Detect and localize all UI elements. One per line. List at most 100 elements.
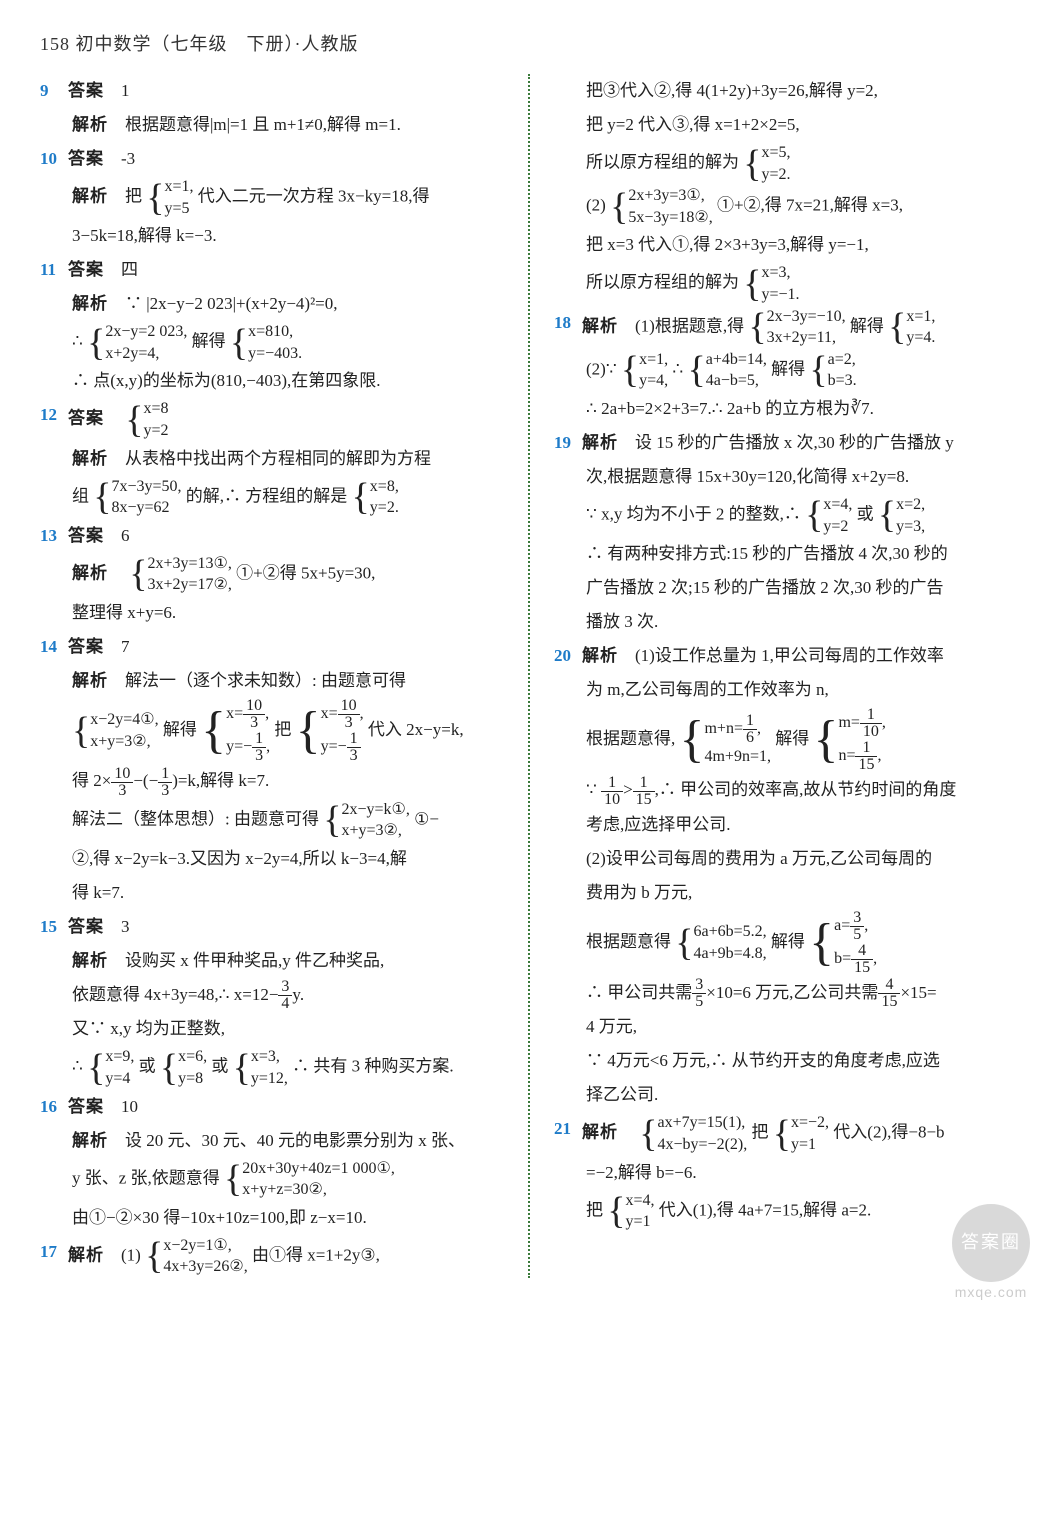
text: ,: [873, 950, 877, 967]
frac-d: 15: [633, 792, 655, 808]
right-column: 把③代入②,得 4(1+2y)+3y=26,解得 y=2, 把 y=2 代入③,…: [554, 74, 1018, 1278]
text: ,: [882, 714, 886, 731]
page-header: 158 初中数学（七年级 下册）·人教版: [40, 30, 1018, 56]
sys-row: x=2,: [896, 494, 925, 516]
sys-row: 4x+3y=26②,: [163, 1256, 247, 1278]
text: 3−5k=18,解得 k=−3.: [40, 219, 504, 253]
text: 组: [72, 486, 89, 505]
watermark-url: mxqe.com: [952, 1284, 1030, 1300]
text: 由①−②×30 得−10x+10z=100,即 z−x=10.: [40, 1201, 504, 1235]
text: ×15=: [900, 983, 936, 1002]
frac-n: 3: [850, 910, 864, 927]
q19-num: 19: [554, 426, 582, 460]
text: ∵ x,y 均为不小于 2 的整数,∴: [586, 504, 805, 523]
frac-n: 4: [851, 943, 873, 960]
explain-label: 解析: [72, 115, 108, 134]
q18-num: 18: [554, 306, 582, 340]
sys-row: 3x+2y=17②,: [148, 574, 232, 596]
sys-row: y=−403.: [248, 343, 302, 365]
text: 解得: [192, 332, 226, 351]
text: n=: [838, 747, 855, 764]
sys-row: y=2: [144, 420, 169, 442]
text: 把 x=3 代入①,得 2×3+3y=3,解得 y=−1,: [554, 228, 1018, 262]
text: a=: [834, 917, 850, 934]
text: ∴ 有两种安排方式:15 秒的广告播放 4 次,30 秒的: [554, 537, 1018, 571]
frac-d: 5: [850, 927, 864, 943]
text: 或: [857, 504, 874, 523]
sys-row: x=1,: [639, 349, 668, 371]
text: ∵ |2x−y−2 023|+(x+2y−4)²=0,: [125, 294, 338, 313]
text: x=: [226, 705, 243, 722]
explain-label: 解析: [582, 316, 618, 335]
text: ②,得 x−2y=k−3.又因为 x−2y=4,所以 k−3=4,解: [40, 842, 504, 876]
explain-label: 解析: [582, 1123, 618, 1142]
text: ×10=6 万元,乙公司共需: [706, 983, 878, 1002]
frac-d: 10: [860, 724, 882, 740]
text: m+n=: [704, 720, 743, 737]
sys-row: x=1,: [906, 306, 935, 328]
text: 设 15 秒的广告播放 x 次,30 秒的广告播放 y: [635, 433, 954, 452]
text: 由①得 x=1+2y③,: [252, 1245, 380, 1264]
sys-row: 6a+6b=5.2,: [694, 921, 767, 943]
text: 解得: [163, 720, 197, 739]
sys-row: 2x+3y=3①,: [628, 185, 712, 207]
q9-answer: 1: [121, 81, 130, 100]
sys-row: y=2: [823, 516, 852, 538]
text: 的解,∴ 方程组的解是: [186, 486, 348, 505]
text: 4 万元,: [554, 1010, 1018, 1044]
text: ∵: [586, 780, 601, 799]
sys-row: x+y=3②,: [341, 820, 409, 842]
q9-exp: 根据题意得|m|=1 且 m+1≠0,解得 m=1.: [125, 115, 401, 134]
q17-num: 17: [40, 1235, 68, 1269]
text: 考虑,应选择甲公司.: [554, 808, 1018, 842]
answer-label: 答案: [68, 637, 104, 656]
sys-row: 4a−b=5,: [706, 370, 767, 392]
text: 得 2×: [72, 771, 111, 790]
q10-answer: -3: [121, 149, 135, 168]
sys-row: 20x+30y+40z=1 000①,: [242, 1158, 395, 1180]
frac-d: 3: [111, 783, 133, 799]
sys-row: y=3,: [896, 516, 925, 538]
frac-n: 1: [252, 731, 266, 748]
sys-row: x−2y=4①,: [90, 709, 158, 731]
text: ∴: [672, 359, 687, 378]
sys-row: 2x−3y=−10,: [767, 306, 846, 328]
text: 把 y=2 代入③,得 x=1+2×2=5,: [554, 108, 1018, 142]
text: y 张、z 张,依题意得: [72, 1168, 220, 1187]
text: 解得: [775, 729, 809, 748]
explain-label: 解析: [72, 951, 108, 970]
sys-row: y=12,: [251, 1068, 288, 1090]
text: ,: [266, 738, 270, 755]
text: (2)∵: [586, 359, 621, 378]
sys-row: x=9,: [105, 1046, 134, 1068]
sys-row: y=1: [791, 1134, 829, 1156]
text: 把: [274, 720, 291, 739]
text: 解法一（逐个求未知数）: 由题意可得: [125, 671, 406, 690]
text: 或: [211, 1057, 228, 1076]
sys-row: y=5: [165, 198, 194, 220]
text: ,: [757, 720, 761, 737]
explain-label: 解析: [72, 294, 108, 313]
q12-num: 12: [40, 398, 68, 432]
text: >: [623, 780, 633, 799]
frac-d: 3: [338, 715, 360, 731]
text: −(−: [133, 771, 158, 790]
answer-label: 答案: [68, 917, 104, 936]
text: 把: [751, 1123, 768, 1142]
explain-label: 解析: [72, 1131, 108, 1150]
text: 广告播放 2 次;15 秒的广告播放 2 次,30 秒的广告: [554, 571, 1018, 605]
left-column: 9 答案 1 解析 根据题意得|m|=1 且 m+1≠0,解得 m=1. 10 …: [40, 74, 504, 1278]
sys-row: 5x−3y=18②,: [628, 207, 712, 229]
text: 整理得 x+y=6.: [40, 596, 504, 630]
text: (1)根据题意,得: [635, 316, 744, 335]
frac-d: 15: [851, 960, 873, 976]
frac-n: 1: [347, 731, 361, 748]
q11-answer: 四: [121, 260, 138, 279]
text: ,: [265, 705, 269, 722]
frac-d: 3: [158, 783, 172, 799]
sys-row: 7x−3y=50,: [112, 476, 182, 498]
answer-label: 答案: [68, 409, 104, 428]
frac-d: 3: [243, 715, 265, 731]
text: ①−: [414, 809, 439, 828]
text: (1): [121, 1245, 141, 1264]
